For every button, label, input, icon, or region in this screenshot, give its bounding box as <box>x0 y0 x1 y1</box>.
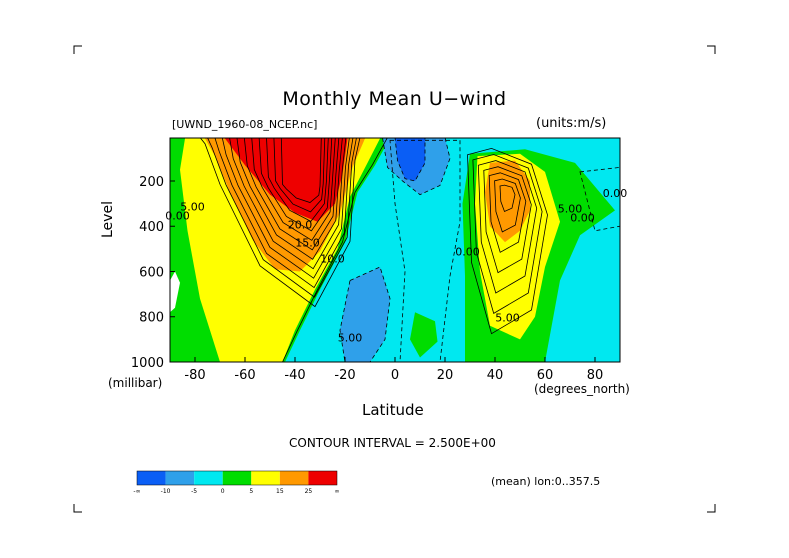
contour-line <box>229 138 347 270</box>
contour-label: 5.00 <box>495 311 520 324</box>
contour-line <box>273 138 326 213</box>
colorbar-label: 0 <box>221 488 225 495</box>
contour-line <box>199 138 361 308</box>
contour-label: 0.00 <box>455 246 480 259</box>
colorbar-label: -∞ <box>133 488 140 495</box>
y-tick-label: 600 <box>139 265 164 280</box>
contour-line <box>488 172 527 253</box>
contour-labels: 20.015.010.05.000.005.000.005.005.000.00… <box>165 187 627 345</box>
contour-line <box>207 138 357 298</box>
colorbar-label: ∞ <box>335 488 340 495</box>
contour-label: 20.0 <box>288 219 313 232</box>
colorbar-label: 15 <box>276 488 284 495</box>
x-tick-label: 60 <box>537 368 554 383</box>
y-tick-label: 1000 <box>131 356 164 371</box>
contour-label: 15.0 <box>295 237 320 250</box>
region-surface-positive <box>410 312 438 358</box>
contour-line <box>214 138 354 289</box>
contour-line <box>472 154 543 315</box>
contour-line <box>389 139 461 362</box>
contour-interval-text: CONTOUR INTERVAL = 2.500E+00 <box>289 436 496 450</box>
colorbar-swatch <box>137 471 166 485</box>
contour-line <box>477 160 538 294</box>
x-tick-label: -20 <box>334 368 355 383</box>
colorbar-swatch <box>279 471 309 485</box>
x-axis-label: Latitude <box>362 401 424 419</box>
contour-label: 5.00 <box>180 200 205 213</box>
dataset-name: [UWND_1960-08_NCEP.nc] <box>172 118 318 131</box>
region-sh-25-plus <box>225 138 348 222</box>
y-tick-label: 400 <box>139 220 164 235</box>
region-low-easterlies <box>340 267 390 362</box>
contour-line <box>339 266 391 362</box>
contour-line <box>221 138 350 279</box>
y-axis-unit: (millibar) <box>108 376 163 390</box>
x-axis-unit: (degrees_north) <box>534 382 630 396</box>
contour-line <box>499 184 516 213</box>
contour-line <box>266 138 329 222</box>
colorbar-swatch <box>194 471 223 485</box>
colorbar-label: -5 <box>191 488 197 495</box>
axes: -80 -60 -40 -20 0 20 40 60 80 200 400 600 800 1000 <box>131 137 621 383</box>
contour-line <box>251 138 336 241</box>
region-missing <box>170 271 180 313</box>
region-tropical-strong <box>395 138 425 181</box>
x-tick-label: -60 <box>234 368 255 383</box>
x-tick-label: 80 <box>587 368 604 383</box>
contour-line <box>494 178 521 233</box>
contour-line <box>467 147 548 335</box>
contour-label: 5.00 <box>558 203 583 216</box>
x-tick-label: 20 <box>437 368 454 383</box>
colorbar-label: 25 <box>305 488 313 495</box>
x-tick-label: -80 <box>184 368 205 383</box>
colorbar-frame <box>136 470 338 486</box>
contour-line <box>258 138 333 232</box>
contour-line <box>243 138 340 251</box>
colorbar-swatch <box>251 471 280 485</box>
contour-line <box>382 138 451 196</box>
y-tick-label: 800 <box>139 311 164 326</box>
region-nh-subpolar-positive <box>557 181 575 202</box>
contour-line <box>280 138 322 203</box>
contour-line <box>394 138 426 182</box>
contour-line <box>236 138 343 260</box>
contour-label: 5.00 <box>338 332 363 345</box>
chart-title: Monthly Mean U−wind <box>282 88 507 110</box>
x-tick-label: -40 <box>284 368 305 383</box>
colorbar-label: 5 <box>249 488 253 495</box>
page-corner-marks <box>73 45 716 513</box>
contour-label: 0.00 <box>570 212 595 225</box>
mean-info-text: (mean) lon:0..357.5 <box>491 475 601 488</box>
contour-label: 0.00 <box>165 209 190 222</box>
x-tick-label: 40 <box>487 368 504 383</box>
colorbar-swatch <box>308 471 337 485</box>
contour-label: 10.0 <box>320 252 345 265</box>
x-tick-label: 0 <box>391 368 399 383</box>
colorbar: -∞ -10 -5 0 5 15 25 ∞ <box>133 470 340 495</box>
contour-label: 0.00 <box>603 187 628 200</box>
plot-area <box>170 138 620 362</box>
contour-line <box>483 166 532 274</box>
units-label: (units:m/s) <box>536 116 607 131</box>
colorbar-swatch <box>165 471 195 485</box>
contour-line <box>170 138 388 362</box>
colorbar-swatch <box>222 471 252 485</box>
colorbar-label: -10 <box>161 488 171 495</box>
y-tick-label: 200 <box>139 175 164 190</box>
